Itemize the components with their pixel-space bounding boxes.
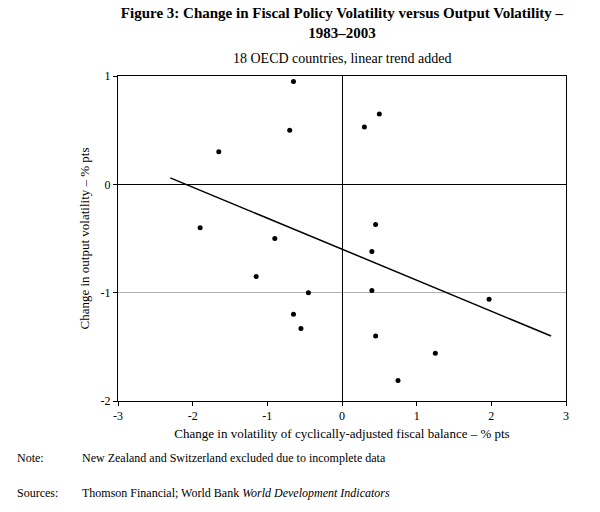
svg-text:0: 0 xyxy=(339,409,345,423)
svg-text:0: 0 xyxy=(105,178,111,192)
svg-text:Note:: Note: xyxy=(17,451,44,465)
svg-text:Change in output volatility –: Change in output volatility – % pts xyxy=(77,148,92,330)
svg-text:1: 1 xyxy=(105,69,111,83)
svg-text:Change in volatility of cyclic: Change in volatility of cyclically-adjus… xyxy=(174,426,509,441)
svg-text:Sources:: Sources: xyxy=(17,486,58,500)
svg-text:-1: -1 xyxy=(101,286,111,300)
svg-text:18 OECD countries, linear tren: 18 OECD countries, linear trend added xyxy=(233,51,452,66)
svg-text:-3: -3 xyxy=(113,409,123,423)
svg-text:1: 1 xyxy=(414,409,420,423)
svg-text:3: 3 xyxy=(563,409,569,423)
svg-text:Thomson Financial; World Bank: Thomson Financial; World Bank World Deve… xyxy=(82,486,390,500)
svg-text:-2: -2 xyxy=(101,394,111,408)
svg-text:2: 2 xyxy=(488,409,494,423)
svg-text:-2: -2 xyxy=(188,409,198,423)
svg-text:-1: -1 xyxy=(262,409,272,423)
svg-text:New Zealand and Switzerland ex: New Zealand and Switzerland excluded due… xyxy=(82,451,386,465)
svg-text:Figure 3: Change in Fiscal Pol: Figure 3: Change in Fiscal Policy Volati… xyxy=(121,5,564,41)
